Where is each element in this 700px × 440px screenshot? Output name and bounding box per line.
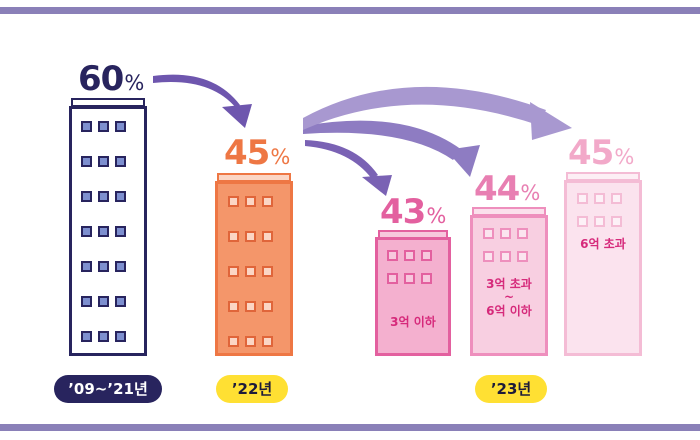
building-2023-under-3-label: 3억 이하 <box>390 315 436 329</box>
window <box>115 156 126 167</box>
building-2023-over-6-label: 6억 초과 <box>580 237 626 251</box>
window <box>228 336 239 347</box>
building-2022 <box>215 181 293 356</box>
window <box>245 196 256 207</box>
building-2023-under-3 <box>375 237 451 356</box>
window <box>98 226 109 237</box>
top-band <box>0 7 700 14</box>
window <box>483 251 494 262</box>
window <box>517 251 528 262</box>
window <box>228 196 239 207</box>
window <box>98 261 109 272</box>
window <box>517 228 528 239</box>
window <box>115 296 126 307</box>
window <box>81 331 92 342</box>
label-line-3: 6억 이하 <box>486 303 532 318</box>
window <box>81 296 92 307</box>
arrow-60-to-45 <box>153 74 240 108</box>
window <box>245 231 256 242</box>
window <box>245 336 256 347</box>
period-2022: ’22년 <box>216 375 288 403</box>
window <box>81 121 92 132</box>
arrow-60-to-45-head <box>222 104 252 128</box>
arrow-45-to-43-head <box>362 175 392 196</box>
window <box>98 331 109 342</box>
window <box>115 261 126 272</box>
window <box>115 226 126 237</box>
period-2023: ’23년 <box>475 375 547 403</box>
bottom-band <box>0 424 700 431</box>
window <box>228 231 239 242</box>
window <box>262 301 273 312</box>
window <box>387 273 398 284</box>
window <box>611 216 622 227</box>
label-line-2: ~ <box>503 290 515 305</box>
window <box>115 121 126 132</box>
label-line-1: 3억 초과 <box>486 277 532 291</box>
percent-2022: 45% <box>224 133 291 173</box>
window <box>115 191 126 202</box>
arrow-45-to-45-head <box>530 102 572 140</box>
arrow-45-to-44 <box>303 120 462 160</box>
window <box>262 336 273 347</box>
window <box>421 250 432 261</box>
arrow-45-to-45 <box>303 86 546 130</box>
window <box>98 156 109 167</box>
building-2023-3-to-6 <box>470 215 548 356</box>
window <box>98 121 109 132</box>
window <box>262 266 273 277</box>
arrow-45-to-44-head <box>446 145 480 177</box>
percent-2023-3-to-6: 44% <box>474 169 541 209</box>
window <box>228 266 239 277</box>
window <box>81 191 92 202</box>
window <box>594 216 605 227</box>
window <box>577 193 588 204</box>
percent-2023-under-3: 43% <box>380 192 447 232</box>
window <box>387 250 398 261</box>
period-2009-2021: ’09~’21년 <box>54 375 162 403</box>
building-2009-2021 <box>69 106 147 356</box>
window <box>500 251 511 262</box>
building-2023-3-to-6-label: 3억 초과 ~ 6억 이하 <box>470 276 548 319</box>
window <box>228 301 239 312</box>
window <box>98 191 109 202</box>
window <box>81 156 92 167</box>
window <box>611 193 622 204</box>
window <box>262 231 273 242</box>
arrow-45-to-43 <box>305 140 378 179</box>
window <box>421 273 432 284</box>
window <box>483 228 494 239</box>
window <box>81 261 92 272</box>
window <box>245 301 256 312</box>
window <box>81 226 92 237</box>
window <box>115 331 126 342</box>
window <box>594 193 605 204</box>
window <box>404 250 415 261</box>
window <box>98 296 109 307</box>
window <box>500 228 511 239</box>
percent-2009-2021: 60% <box>78 59 145 99</box>
window <box>404 273 415 284</box>
window <box>577 216 588 227</box>
window <box>245 266 256 277</box>
percent-2023-over-6: 45% <box>568 133 635 173</box>
window <box>262 196 273 207</box>
building-2023-over-6 <box>564 180 642 356</box>
